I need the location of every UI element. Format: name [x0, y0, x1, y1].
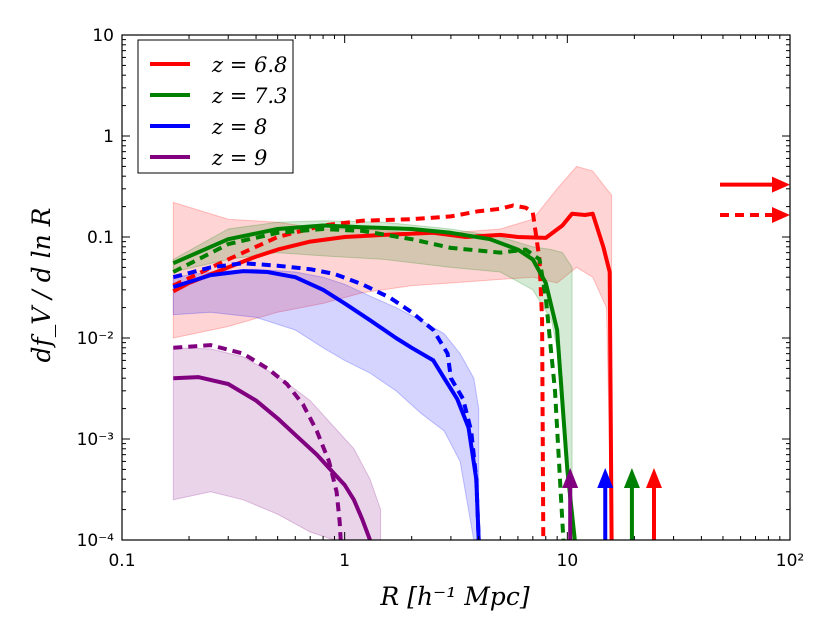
legend-item: z = 9: [150, 146, 267, 170]
band-z-8: [172, 268, 480, 540]
line-solid-z-7-3: [172, 223, 577, 540]
y-tick-label: 1: [103, 127, 114, 147]
x-tick-label: 10²: [776, 551, 804, 571]
y-tick-label: 10: [92, 26, 114, 46]
x-tick-label: 0.1: [108, 551, 135, 571]
x-axis-label: R [h⁻¹ Mpc]: [379, 582, 529, 611]
y-tick-label: 10⁻²: [77, 329, 114, 349]
arrow-z-6-8: [645, 468, 662, 540]
y-tick-label: 10⁻⁴: [77, 531, 115, 551]
line-solid-z-9: [173, 375, 372, 540]
band-z-6-8: [172, 165, 613, 540]
line-dashed-z-6-8: [172, 203, 546, 540]
legend: z = 6.8 z = 7.3 z = 8 z = 9: [137, 39, 294, 174]
y-axis-label: df_V / d ln R: [27, 208, 56, 363]
line-dashed-z-7-3: [172, 227, 566, 540]
axis-ticks: [121, 35, 791, 541]
legend-label: z = 9: [211, 146, 267, 170]
line-solid-z-8: [172, 269, 481, 540]
legend-item: z = 7.3: [150, 84, 287, 108]
series-lines: [172, 203, 614, 540]
arrow-z-9: [562, 468, 579, 540]
legend-label: z = 7.3: [211, 84, 287, 108]
line-dashed-z-9: [173, 343, 343, 540]
arrows: [562, 176, 790, 540]
plot-frame: [121, 34, 791, 541]
legend-label: z = 8: [211, 115, 267, 139]
y-tick-label: 0.1: [87, 228, 114, 248]
line-solid-z-6-8: [172, 211, 614, 540]
tick-labels: 0.1 1 10 10² 10⁻⁴ 10⁻³ 10⁻² 0.1 1 10: [77, 26, 805, 571]
legend-item: z = 8: [150, 115, 267, 139]
legend-label: z = 6.8: [211, 53, 287, 77]
x-tick-label: 1: [339, 551, 350, 571]
x-tick-label: 10: [557, 551, 579, 571]
arrow-z-8: [597, 468, 614, 540]
arrow-z-7-3: [623, 468, 640, 540]
y-tick-label: 10⁻³: [77, 430, 114, 450]
offscale-arrow-solid: [720, 176, 790, 193]
legend-item: z = 6.8: [150, 53, 287, 77]
offscale-arrow-dashed: [720, 207, 790, 224]
